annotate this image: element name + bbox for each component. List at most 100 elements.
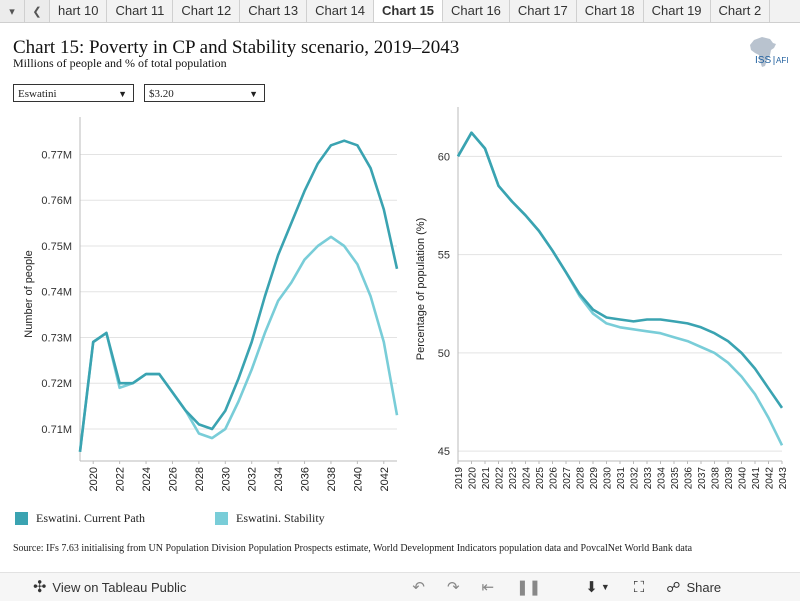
revert-icon: ⇤ bbox=[481, 579, 495, 596]
x-tick-label: 2024 bbox=[141, 467, 153, 491]
tab-chart-10[interactable]: hart 10 bbox=[50, 0, 108, 22]
download-icon: ⬇ bbox=[585, 579, 598, 596]
caret-down-icon: ▼ bbox=[600, 582, 610, 592]
legend-label: Eswatini. Stability bbox=[236, 511, 325, 525]
source-note: Source: IFs 7.63 initialising from UN Po… bbox=[13, 543, 693, 554]
x-tick-label: 2039 bbox=[724, 467, 735, 490]
legend-swatch bbox=[15, 512, 28, 525]
x-tick-label: 2040 bbox=[352, 467, 364, 491]
x-tick-label: 2030 bbox=[603, 467, 614, 490]
country-select[interactable]: Eswatini ▼ bbox=[13, 84, 134, 102]
x-tick-label: 2028 bbox=[194, 467, 206, 491]
y-tick-label: 60 bbox=[438, 151, 450, 163]
caret-down-icon: ▼ bbox=[249, 89, 258, 99]
redo-button[interactable]: ↷ bbox=[447, 578, 460, 596]
series-line-stability[interactable] bbox=[78, 235, 399, 452]
x-tick-label: 2038 bbox=[326, 467, 338, 491]
series-line-current-path[interactable] bbox=[456, 131, 784, 409]
tab-prev-button[interactable]: ❮ bbox=[25, 0, 50, 22]
x-tick-label: 2036 bbox=[684, 467, 695, 490]
y-tick-label: 55 bbox=[438, 250, 450, 262]
tab-menu-button[interactable]: ▾ bbox=[0, 0, 25, 22]
page-subtitle: Millions of people and % of total popula… bbox=[13, 56, 227, 70]
tab-chart-16[interactable]: Chart 16 bbox=[443, 0, 510, 22]
y-axis-label: Number of people bbox=[23, 250, 35, 337]
poverty-line-select-value: $3.20 bbox=[149, 88, 174, 100]
y-tick-label: 0.72M bbox=[41, 378, 72, 390]
legend-item-stability[interactable]: Eswatini. Stability bbox=[215, 511, 325, 526]
tab-chart-12[interactable]: Chart 12 bbox=[173, 0, 241, 22]
tab-chart-15[interactable]: Chart 15 bbox=[374, 0, 444, 22]
x-tick-label: 2026 bbox=[167, 467, 179, 491]
x-tick-label: 2042 bbox=[379, 467, 391, 491]
country-select-value: Eswatini bbox=[18, 88, 57, 100]
share-icon: ☍ bbox=[666, 578, 681, 595]
tab-chart-11[interactable]: Chart 11 bbox=[107, 0, 174, 22]
x-tick-label: 2030 bbox=[220, 467, 232, 491]
x-tick-label: 2028 bbox=[576, 467, 587, 490]
x-tick-label: 2037 bbox=[697, 467, 708, 490]
tab-chart-14[interactable]: Chart 14 bbox=[307, 0, 375, 22]
x-tick-label: 2032 bbox=[247, 467, 259, 491]
redo-icon: ↷ bbox=[446, 579, 460, 596]
x-tick-label: 2024 bbox=[522, 467, 533, 490]
tab-chart-19[interactable]: Chart 19 bbox=[644, 0, 711, 22]
fullscreen-icon: ⛶ bbox=[633, 578, 645, 596]
x-tick-label: 2020 bbox=[468, 467, 479, 490]
revert-button[interactable]: ⇤ bbox=[482, 578, 495, 596]
x-tick-label: 2038 bbox=[711, 467, 722, 490]
tab-bar: ▾ ❮ hart 10 Chart 11 Chart 12 Chart 13 Chart… bbox=[0, 0, 800, 23]
view-on-tableau-label: View on Tableau Public bbox=[52, 579, 187, 595]
x-tick-label: 2041 bbox=[751, 467, 762, 490]
chart-percentage: 45 50 55 60 Percentage of population (%) 2019… bbox=[415, 107, 789, 490]
tab-chart-20[interactable]: Chart 2 bbox=[711, 0, 771, 22]
y-tick-label: 45 bbox=[438, 446, 450, 458]
tab-chart-13[interactable]: Chart 13 bbox=[240, 0, 308, 22]
x-tick-label: 2021 bbox=[481, 467, 492, 490]
download-button[interactable]: ⬇ ▼ bbox=[585, 578, 610, 596]
chevron-left-icon: ❮ bbox=[32, 5, 42, 18]
series-line-current-path[interactable] bbox=[78, 139, 399, 452]
y-tick-label: 50 bbox=[438, 348, 450, 360]
x-tick-label: 2023 bbox=[508, 467, 519, 490]
share-label: Share bbox=[686, 579, 722, 595]
x-tick-label: 2033 bbox=[643, 467, 654, 490]
tab-chart-17[interactable]: Chart 17 bbox=[510, 0, 577, 22]
x-tick-label: 2040 bbox=[738, 467, 749, 490]
pause-button[interactable]: ❚❚ bbox=[516, 578, 541, 596]
x-tick-label: 2025 bbox=[535, 467, 546, 490]
caret-down-icon: ▼ bbox=[118, 89, 127, 99]
iss-africa-logo: ISS AFI bbox=[750, 37, 788, 67]
x-tick-label: 2043 bbox=[778, 467, 789, 490]
y-axis-label: Percentage of population (%) bbox=[415, 218, 427, 360]
undo-button[interactable]: ↶ bbox=[412, 578, 425, 596]
x-tick-label: 2029 bbox=[589, 467, 600, 490]
x-tick-label: 2022 bbox=[495, 467, 506, 490]
pause-icon: ❚❚ bbox=[516, 579, 542, 596]
x-tick-label: 2022 bbox=[115, 467, 127, 491]
legend-item-current-path[interactable]: Eswatini. Current Path bbox=[15, 511, 145, 526]
caret-down-icon: ▾ bbox=[9, 5, 15, 18]
y-tick-label: 0.73M bbox=[41, 332, 72, 344]
x-tick-label: 2042 bbox=[765, 467, 776, 490]
y-tick-label: 0.76M bbox=[41, 195, 72, 207]
view-on-tableau-link[interactable]: ✣ View on Tableau Public bbox=[33, 577, 186, 597]
x-tick-label: 2035 bbox=[670, 467, 681, 490]
tab-list: hart 10 Chart 11 Chart 12 Chart 13 Chart 14 C… bbox=[50, 0, 771, 22]
x-tick-label: 2034 bbox=[273, 467, 285, 491]
x-tick-label: 2027 bbox=[562, 467, 573, 490]
legend-swatch bbox=[215, 512, 228, 525]
fullscreen-button[interactable]: ⛶ bbox=[634, 579, 645, 596]
chart-people: 0.71M 0.72M 0.73M 0.74M 0.75M 0.76M 0.77M Numbe… bbox=[23, 117, 399, 491]
x-tick-label: 2031 bbox=[616, 467, 627, 490]
tab-chart-18[interactable]: Chart 18 bbox=[577, 0, 644, 22]
x-tick-label: 2026 bbox=[549, 467, 560, 490]
y-tick-label: 0.77M bbox=[41, 149, 72, 161]
y-tick-label: 0.74M bbox=[41, 287, 72, 299]
x-tick-label: 2019 bbox=[454, 467, 465, 490]
poverty-line-select[interactable]: $3.20 ▼ bbox=[144, 84, 265, 102]
share-button[interactable]: ☍ Share bbox=[666, 579, 721, 596]
y-tick-label: 0.71M bbox=[41, 424, 72, 436]
x-tick-label: 2034 bbox=[657, 467, 668, 490]
series-line-stability[interactable] bbox=[456, 131, 784, 446]
